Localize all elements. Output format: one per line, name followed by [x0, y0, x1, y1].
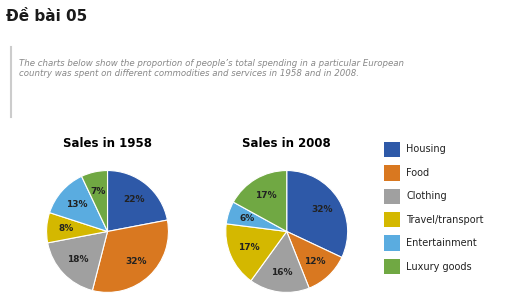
Text: Travel/transport: Travel/transport [406, 215, 484, 225]
Bar [384, 189, 400, 204]
Wedge shape [48, 231, 108, 290]
Text: Đề bài 05: Đề bài 05 [6, 9, 88, 24]
Text: Luxury goods: Luxury goods [406, 262, 472, 272]
Wedge shape [108, 171, 167, 231]
Wedge shape [226, 224, 287, 281]
Text: 22%: 22% [123, 195, 145, 204]
Wedge shape [92, 220, 168, 292]
Text: 17%: 17% [255, 191, 276, 200]
Bar [384, 142, 400, 157]
Text: 8%: 8% [58, 224, 74, 233]
Text: 7%: 7% [91, 187, 106, 195]
Text: 12%: 12% [304, 257, 326, 266]
Bar [384, 212, 400, 227]
Wedge shape [50, 176, 108, 231]
Bar [384, 236, 400, 251]
Wedge shape [47, 213, 108, 243]
Text: The charts below show the proportion of people’s total spending in a particular : The charts below show the proportion of … [19, 59, 404, 78]
Wedge shape [233, 171, 287, 231]
Text: 6%: 6% [240, 214, 255, 223]
Text: Housing: Housing [406, 144, 446, 154]
Bar [384, 165, 400, 180]
Text: 17%: 17% [238, 243, 260, 253]
Text: 13%: 13% [66, 200, 87, 209]
Wedge shape [287, 231, 342, 288]
Title: Sales in 2008: Sales in 2008 [242, 137, 331, 150]
Bar [384, 259, 400, 274]
Text: 32%: 32% [125, 257, 146, 266]
Text: 16%: 16% [271, 268, 292, 277]
Text: Clothing: Clothing [406, 191, 447, 201]
Wedge shape [81, 171, 108, 231]
Text: Entertainment: Entertainment [406, 238, 477, 248]
Title: Sales in 1958: Sales in 1958 [63, 137, 152, 150]
Text: 18%: 18% [67, 255, 88, 264]
Text: 32%: 32% [311, 205, 332, 214]
Wedge shape [287, 171, 348, 258]
Wedge shape [226, 202, 287, 231]
Text: Food: Food [406, 168, 429, 178]
Wedge shape [251, 231, 309, 292]
